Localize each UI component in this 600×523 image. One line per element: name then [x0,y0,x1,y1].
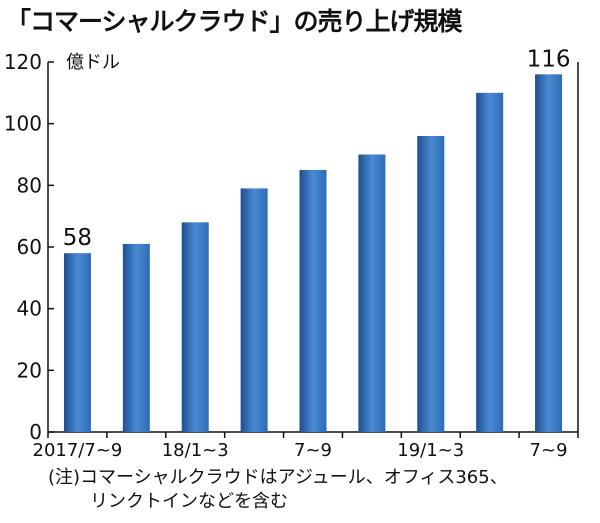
x-tick-label-8: 7~9 [530,440,568,461]
x-tick-label-2: 18/1~3 [162,440,229,461]
y-tick-label-100: 100 [4,112,42,136]
footnote-line-1: (注)コマーシャルクラウドはアジュール、オフィス365、 [48,467,508,488]
bar-4~6 [476,92,504,432]
y-tick-label-60: 60 [17,235,42,259]
value-label-8: 116 [527,46,571,72]
bar-2017/7~9 [63,253,91,432]
bar-10~12 [358,154,386,432]
footnote-line-2: リンクトインなどを含む [90,491,288,512]
y-tick-label-0: 0 [29,420,42,444]
y-tick-label-40: 40 [17,297,42,321]
chart-title: 「コマーシャルクラウド」の売り上げ規模 [6,7,463,36]
bar-7~9 [299,169,327,432]
x-tick-label-0: 2017/7~9 [33,440,123,461]
y-unit-label: 億ドル [66,52,120,73]
y-tick-label-20: 20 [17,358,42,382]
y-tick-label-120: 120 [4,50,42,74]
bar-19/1~3 [417,136,445,432]
value-label-0: 58 [63,225,92,251]
bar-4~6 [240,188,268,432]
y-tick-label-80: 80 [17,173,42,197]
x-tick-label-4: 7~9 [294,440,332,461]
bar-18/1~3 [181,222,209,432]
x-tick-label-6: 19/1~3 [397,440,464,461]
bar-10~12 [122,243,150,432]
bar-7~9 [535,74,563,432]
footnote: (注)コマーシャルクラウドはアジュール、オフィス365、 リンクトインなどを含む [48,466,596,514]
